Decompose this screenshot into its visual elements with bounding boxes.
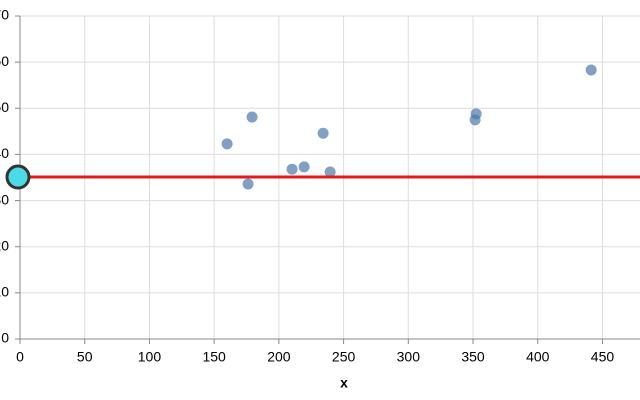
point bbox=[221, 138, 233, 150]
y-tick-label: 10 bbox=[0, 284, 9, 300]
x-tick-label: 50 bbox=[77, 349, 93, 365]
x-tick-label: 150 bbox=[202, 349, 226, 365]
x-tick-label: 450 bbox=[591, 349, 615, 365]
point bbox=[317, 127, 329, 139]
y-tick-label: 50 bbox=[0, 99, 9, 115]
x-tick-label: 100 bbox=[138, 349, 162, 365]
y-tick-label: 60 bbox=[0, 53, 9, 69]
x-tick-label: 250 bbox=[332, 349, 356, 365]
point bbox=[298, 161, 310, 173]
x-tick-label: 300 bbox=[397, 349, 421, 365]
y-tick-label: 0 bbox=[1, 330, 9, 346]
point bbox=[242, 178, 254, 190]
point bbox=[324, 166, 336, 178]
y-tick-label: 20 bbox=[0, 237, 9, 253]
y-tick-label: 30 bbox=[0, 191, 9, 207]
point bbox=[470, 108, 482, 120]
x-tick-label: 200 bbox=[267, 349, 291, 365]
x-axis-title: x bbox=[340, 375, 348, 391]
point bbox=[585, 64, 597, 76]
y-tick-label: 70 bbox=[0, 7, 9, 23]
x-tick-label: 400 bbox=[526, 349, 550, 365]
threshold-handle[interactable] bbox=[5, 164, 31, 190]
point bbox=[286, 163, 298, 175]
x-tick-label: 0 bbox=[16, 349, 24, 365]
point bbox=[246, 111, 258, 123]
y-tick-label: 40 bbox=[0, 145, 9, 161]
x-tick-label: 350 bbox=[461, 349, 485, 365]
